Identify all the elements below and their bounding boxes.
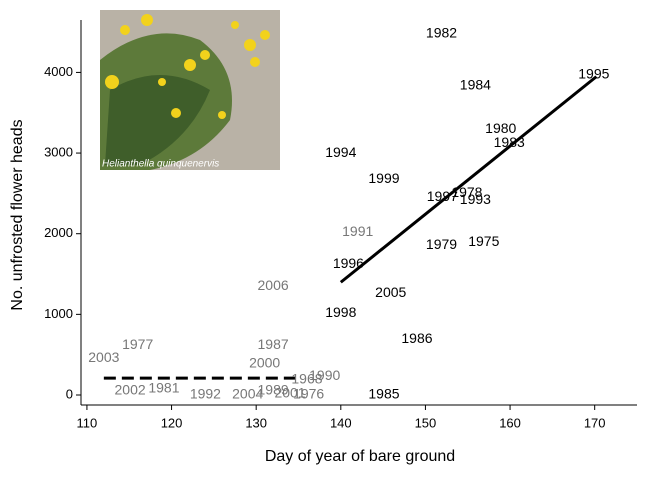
y-tick-label: 2000 [44, 225, 73, 240]
point-label: 1992 [190, 386, 221, 402]
point-label: 2001 [274, 385, 305, 401]
x-tick-label: 170 [584, 415, 606, 430]
point-label: 1983 [494, 134, 525, 150]
point-label: 1982 [426, 24, 457, 40]
point-label: 1999 [368, 170, 399, 186]
point-label: 2004 [232, 386, 263, 402]
point-label: 1980 [485, 120, 516, 136]
point-label: 1996 [333, 255, 364, 271]
point-label: 1979 [426, 236, 457, 252]
x-tick-label: 110 [77, 415, 98, 430]
point-label: 1998 [325, 304, 356, 320]
inset-caption: Helianthella quinquenervis [102, 159, 219, 170]
x-tick-label: 150 [415, 415, 437, 430]
point-label: 1981 [148, 380, 179, 396]
point-label: 1987 [258, 336, 289, 352]
point-label: 1994 [325, 144, 356, 160]
point-label: 2006 [258, 277, 289, 293]
point-label: 1995 [578, 65, 609, 81]
y-tick-label: 4000 [44, 64, 73, 79]
point-label: 1984 [460, 76, 491, 92]
point-label: 1986 [401, 330, 432, 346]
x-tick-label: 120 [161, 415, 183, 430]
point-label: 1997 [427, 188, 458, 204]
x-axis-title: Day of year of bare ground [265, 448, 455, 465]
point-label: 1991 [342, 223, 373, 239]
point-label: 1985 [368, 386, 399, 402]
point-label: 2003 [88, 349, 119, 365]
point-label: 2005 [375, 284, 406, 300]
inset-photo [100, 10, 280, 171]
point-label: 1968 [291, 371, 322, 387]
y-tick-label: 3000 [44, 145, 73, 160]
point-label: 2002 [115, 382, 146, 398]
point-label: 1993 [460, 191, 491, 207]
x-tick-label: 140 [330, 415, 352, 430]
point-label: 1978 [451, 184, 482, 200]
point-label: 2000 [249, 355, 280, 371]
point-label: 1989 [258, 382, 289, 398]
point-label: 1977 [122, 336, 153, 352]
point-label: 1976 [293, 386, 324, 402]
y-tick-label: 1000 [44, 306, 73, 321]
point-label: 1990 [309, 367, 340, 383]
point-label: 1975 [468, 233, 499, 249]
fit-line [339, 75, 598, 284]
x-tick-label: 160 [499, 415, 521, 430]
y-axis-title: No. unfrosted flower heads [9, 119, 26, 310]
y-tick-label: 0 [66, 386, 73, 401]
x-tick-label: 130 [245, 415, 267, 430]
